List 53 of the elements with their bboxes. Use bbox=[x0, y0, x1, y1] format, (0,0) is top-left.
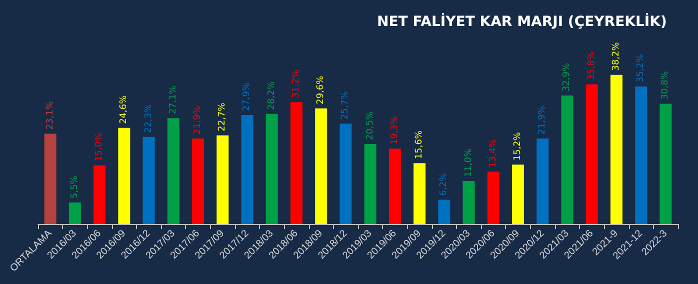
data-label: 15,0% bbox=[94, 132, 105, 162]
data-label: 21,9% bbox=[538, 105, 548, 134]
chart-title: NET FALİYET KAR MARJI (ÇEYREKLİK) bbox=[377, 13, 667, 30]
data-label: 11,0% bbox=[464, 148, 474, 178]
bar bbox=[340, 124, 352, 224]
bar bbox=[68, 202, 81, 224]
data-label: 22,7% bbox=[218, 102, 228, 132]
data-label: 23,1% bbox=[45, 100, 56, 130]
bar bbox=[660, 104, 672, 224]
data-label: 27,1% bbox=[168, 85, 178, 114]
bar bbox=[610, 74, 622, 224]
data-label: 30,8% bbox=[660, 70, 671, 100]
data-label: 31,2% bbox=[291, 69, 302, 98]
data-label: 6,2% bbox=[439, 172, 450, 196]
bar bbox=[586, 84, 598, 224]
data-label: 29,6% bbox=[316, 75, 326, 104]
bar bbox=[118, 128, 130, 224]
bar bbox=[536, 138, 549, 224]
bar bbox=[216, 135, 229, 224]
bar bbox=[388, 148, 401, 224]
data-label: 32,9% bbox=[562, 62, 572, 92]
data-label: 27,9% bbox=[242, 82, 252, 112]
bar bbox=[561, 96, 574, 224]
bar bbox=[44, 134, 56, 224]
bar bbox=[192, 138, 204, 224]
bar bbox=[315, 108, 328, 224]
bar bbox=[512, 164, 524, 224]
bar bbox=[142, 136, 155, 224]
data-label: 20,5% bbox=[365, 110, 376, 140]
data-label: 25,7% bbox=[340, 90, 351, 120]
data-label: 35,8% bbox=[586, 51, 597, 80]
bar bbox=[266, 114, 278, 224]
bar bbox=[635, 86, 648, 224]
data-label: 22,3% bbox=[144, 104, 154, 133]
data-label: 24,6% bbox=[119, 94, 130, 124]
data-label: 38,2% bbox=[611, 42, 622, 71]
data-label: 21,9% bbox=[193, 105, 203, 134]
data-label: 5,5% bbox=[70, 175, 80, 199]
bar bbox=[487, 172, 500, 224]
data-label: 35,2% bbox=[636, 53, 646, 83]
bar bbox=[94, 165, 106, 224]
bar bbox=[414, 163, 426, 224]
data-label: 28,2% bbox=[266, 80, 277, 110]
bar bbox=[290, 102, 302, 224]
data-label: 15,2% bbox=[513, 132, 523, 161]
bar bbox=[241, 115, 254, 224]
bar bbox=[364, 144, 376, 224]
data-label: 13,4% bbox=[488, 138, 498, 168]
bar bbox=[167, 118, 180, 224]
data-label: 19,3% bbox=[390, 116, 400, 145]
data-label: 15,6% bbox=[414, 130, 425, 160]
bar bbox=[438, 200, 450, 224]
bar bbox=[462, 181, 475, 224]
